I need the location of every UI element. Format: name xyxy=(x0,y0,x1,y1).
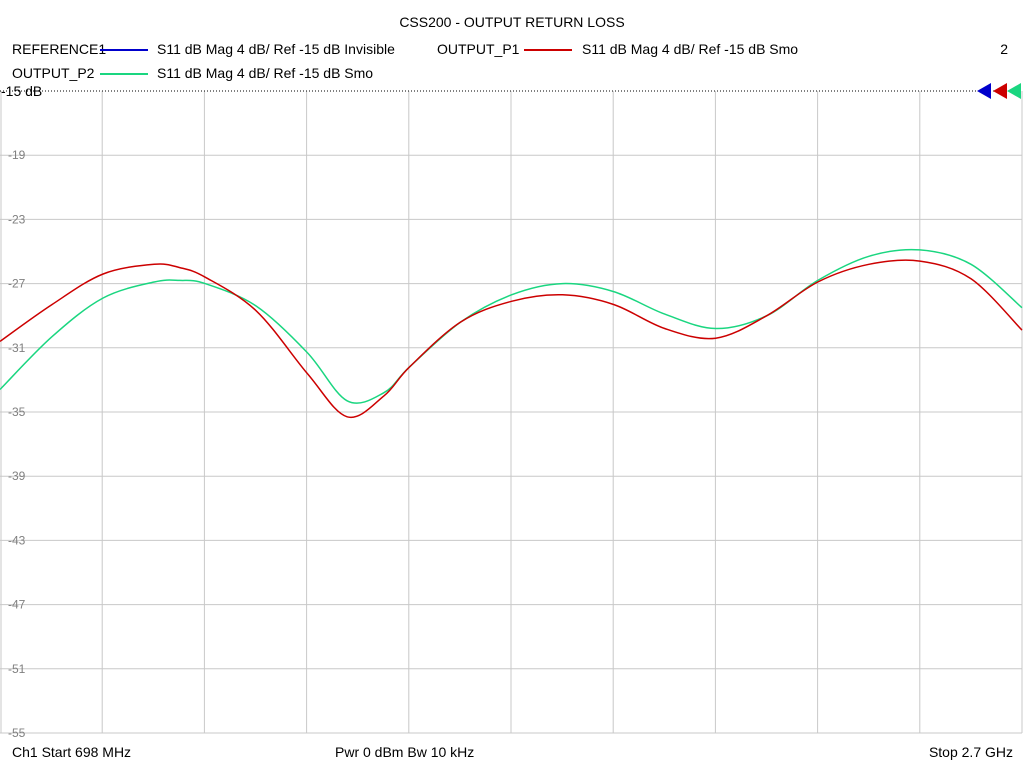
y-tick-label: -39 xyxy=(8,469,26,483)
y-tick-label: -51 xyxy=(8,662,26,676)
chart-title: CSS200 - OUTPUT RETURN LOSS xyxy=(399,14,625,30)
reference-marker-icon xyxy=(993,83,1007,99)
legend-row-2: OUTPUT_P2 S11 dB Mag 4 dB/ Ref -15 dB Sm… xyxy=(0,65,1024,83)
legend-name-output-p1: OUTPUT_P1 xyxy=(437,41,520,57)
reference-marker-icon xyxy=(977,83,991,99)
y-tick-label: -31 xyxy=(8,341,26,355)
legend-line-output-p2 xyxy=(100,73,148,75)
y-tick-label: -19 xyxy=(8,148,26,162)
reference-marker-icon xyxy=(1007,83,1021,99)
legend-name-output-p2: OUTPUT_P2 xyxy=(12,65,95,81)
reference-label: -15 dB xyxy=(1,83,42,99)
legend-desc-output-p2: S11 dB Mag 4 dB/ Ref -15 dB Smo xyxy=(157,65,374,81)
y-tick-label: -47 xyxy=(8,598,26,612)
y-tick-label: -27 xyxy=(8,277,26,291)
footer-power-bandwidth: Pwr 0 dBm Bw 10 kHz xyxy=(335,744,475,760)
legend-row-1: REFERENCE1 S11 dB Mag 4 dB/ Ref -15 dB I… xyxy=(0,41,1024,59)
legend-line-reference1 xyxy=(100,49,148,51)
footer-stop: Stop 2.7 GHz xyxy=(928,744,1013,760)
y-tick-label: -35 xyxy=(8,405,26,419)
y-tick-label: -55 xyxy=(8,726,26,740)
legend-name-reference1: REFERENCE1 xyxy=(12,41,107,57)
series-output-p1-line xyxy=(0,259,1023,419)
y-tick-label: -23 xyxy=(8,212,26,226)
legend-desc-reference1: S11 dB Mag 4 dB/ Ref -15 dB Invisible xyxy=(157,41,395,57)
y-tick-label: -43 xyxy=(8,533,26,547)
legend-line-output-p1 xyxy=(524,49,572,51)
legend-index: 2 xyxy=(1000,41,1008,57)
footer-start: Ch1 Start 698 MHz xyxy=(12,744,132,760)
legend-desc-output-p1: S11 dB Mag 4 dB/ Ref -15 dB Smo xyxy=(582,41,799,57)
